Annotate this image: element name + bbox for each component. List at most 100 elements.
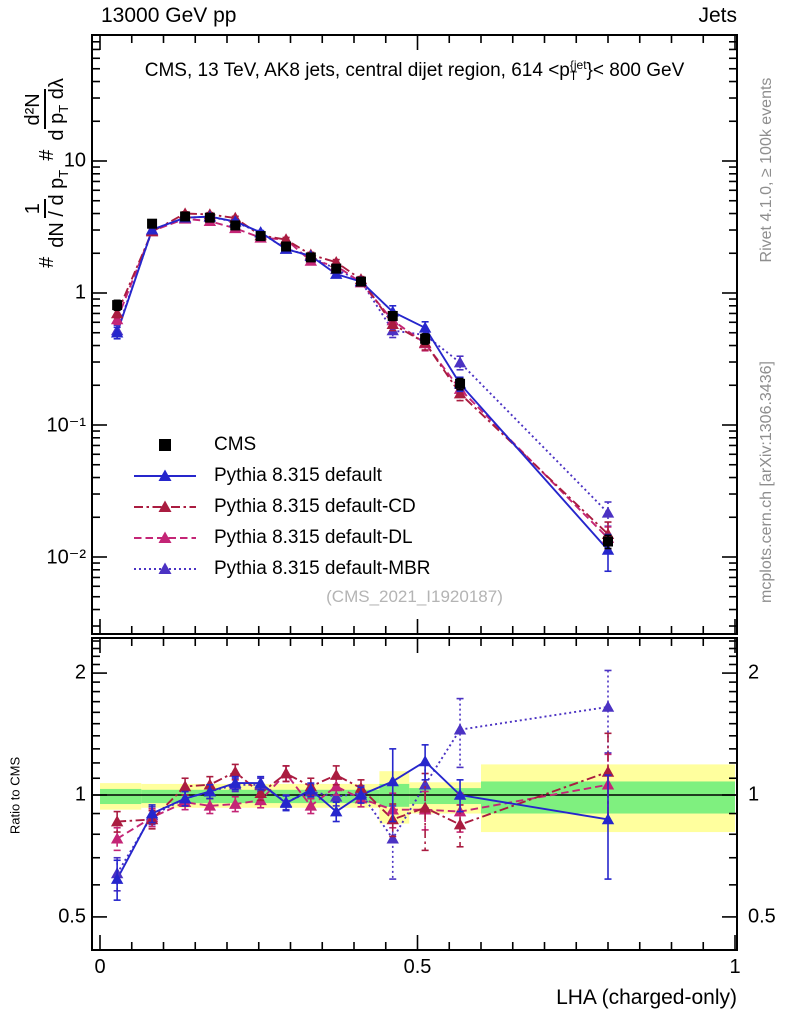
y-axis-tick-label: 10⁻¹ xyxy=(46,414,86,437)
data-point-square xyxy=(147,218,158,229)
data-point-triangle xyxy=(601,813,615,825)
data-point-triangle xyxy=(229,776,242,788)
x-axis-tick-label: 1 xyxy=(729,956,741,978)
data-point-triangle xyxy=(203,785,217,797)
legend-item-cms: CMS xyxy=(133,429,431,460)
panel-title: CMS, 13 TeV, AK8 jets, central dijet reg… xyxy=(92,58,737,83)
panel-title-supsub: {jet T xyxy=(569,58,587,83)
analysis-id-watermark: (CMS_2021_I1920187) xyxy=(326,587,503,606)
legend-item-pythia-default-cd: Pythia 8.315 default-CD xyxy=(133,491,431,522)
data-point-triangle xyxy=(386,318,399,330)
legend-item-pythia-default-mbr: Pythia 8.315 default-MBR xyxy=(133,553,431,584)
ratio-tick-label-left: 0.5 xyxy=(58,905,86,928)
legend-item-pythia-default-dl: Pythia 8.315 default-DL xyxy=(133,522,431,553)
ylabel-hash-1: # xyxy=(35,256,58,268)
data-point-triangle xyxy=(601,527,615,539)
legend-marker-cms xyxy=(159,438,171,451)
data-point-square xyxy=(112,300,123,311)
series-line-pythia-default-cd xyxy=(117,770,609,826)
panel-title-sub: T xyxy=(569,69,578,83)
data-point-triangle xyxy=(145,807,159,819)
legend-item-pythia-default: Pythia 8.315 default xyxy=(133,460,431,491)
data-point-square xyxy=(387,310,398,321)
data-point-square xyxy=(603,536,613,547)
beam-energy-label: 13000 GeV pp xyxy=(101,4,237,27)
data-point-triangle xyxy=(110,313,124,325)
data-point-triangle xyxy=(601,543,615,555)
uncertainty-band-green xyxy=(100,788,142,805)
ylabel-fraction-1: 1 dN / d pT xyxy=(22,168,71,250)
data-point-triangle xyxy=(110,326,124,338)
ratio-tick-label-left: 1 xyxy=(74,783,86,806)
data-point-triangle xyxy=(330,790,343,802)
ratio-tick-label-left: 2 xyxy=(74,661,86,684)
data-point-square xyxy=(230,220,241,231)
data-point-square xyxy=(455,378,466,389)
data-point-triangle xyxy=(110,872,124,884)
ylabel-fraction-2: d²N d pT dλ xyxy=(22,76,71,142)
data-point-triangle xyxy=(354,788,368,800)
ylabel-frac1-numerator: 1 xyxy=(22,199,47,219)
data-point-triangle xyxy=(418,801,432,813)
data-point-triangle xyxy=(330,805,343,817)
data-point-triangle xyxy=(203,799,217,811)
legend-label-pythia-default-cd: Pythia 8.315 default-CD xyxy=(214,495,416,517)
data-point-square xyxy=(305,252,316,263)
data-point-triangle xyxy=(453,818,467,830)
data-point-triangle xyxy=(254,776,267,788)
panel-title-sup: {jet xyxy=(569,58,587,72)
data-point-triangle xyxy=(386,775,399,787)
ratio-tick-label-right: 2 xyxy=(748,661,760,684)
legend-marker-pythia-default-mbr xyxy=(134,562,196,574)
data-point-square xyxy=(204,212,215,223)
panel-title-prefix: CMS, 13 TeV, AK8 jets, central dijet reg… xyxy=(144,60,570,82)
data-point-triangle xyxy=(601,700,615,712)
data-point-triangle xyxy=(330,768,343,780)
panel-title-suffix: }< 800 GeV xyxy=(586,60,685,82)
data-point-triangle xyxy=(145,223,159,235)
x-axis-tick-label: 0 xyxy=(94,956,106,978)
ratio-tick-label-right: 1 xyxy=(748,783,760,806)
legend-label-pythia-default: Pythia 8.315 default xyxy=(214,464,382,486)
data-point-square xyxy=(355,276,366,287)
mcplots-attribution-text: mcplots.cern.ch [arXiv:1306.3436] xyxy=(758,361,775,603)
legend-marker-pythia-default-dl xyxy=(134,531,196,543)
data-point-triangle xyxy=(330,780,343,792)
ylabel-frac2-denominator: d pT dλ xyxy=(46,78,72,141)
y-axis-tick-label: 1 xyxy=(74,281,86,304)
data-point-triangle xyxy=(229,797,242,809)
legend-label-pythia-default-mbr: Pythia 8.315 default-MBR xyxy=(214,557,431,579)
legend-label-cms: CMS xyxy=(214,433,257,455)
ratio-axis-label: Ratio to CMS xyxy=(7,756,23,835)
ylabel-hash-2: # xyxy=(35,149,58,161)
y-axis-tick-label: 10 xyxy=(63,149,86,172)
series-line-pythia-default xyxy=(116,760,609,880)
legend-marker-pythia-default-cd xyxy=(134,500,196,512)
legend-label-pythia-default-dl: Pythia 8.315 default-DL xyxy=(214,526,413,548)
data-point-triangle xyxy=(229,765,242,777)
data-point-triangle xyxy=(418,755,432,767)
data-point-triangle xyxy=(418,321,432,333)
data-point-triangle xyxy=(178,792,192,804)
data-point-triangle xyxy=(601,765,615,777)
main-panel-frame xyxy=(91,34,738,635)
x-axis-tick-label: 0.5 xyxy=(403,956,432,978)
data-point-square xyxy=(255,231,266,242)
data-point-square xyxy=(331,263,342,274)
data-point-triangle xyxy=(279,767,293,779)
y-axis-tick-label: 10⁻² xyxy=(46,546,86,569)
data-point-triangle xyxy=(304,799,318,811)
data-point-triangle xyxy=(601,506,615,518)
rivet-version-text: Rivet 4.1.0, ≥ 100k events xyxy=(758,77,775,263)
data-point-square xyxy=(420,333,431,344)
ylabel-frac2-numerator: d²N xyxy=(22,89,47,130)
x-axis-title: LHA (charged-only) xyxy=(556,986,737,1009)
data-point-triangle xyxy=(110,815,124,827)
data-point-triangle xyxy=(279,796,293,808)
data-point-square xyxy=(281,241,292,252)
data-point-triangle xyxy=(453,788,467,800)
legend-marker-pythia-default xyxy=(134,469,196,481)
process-label: Jets xyxy=(698,4,737,27)
